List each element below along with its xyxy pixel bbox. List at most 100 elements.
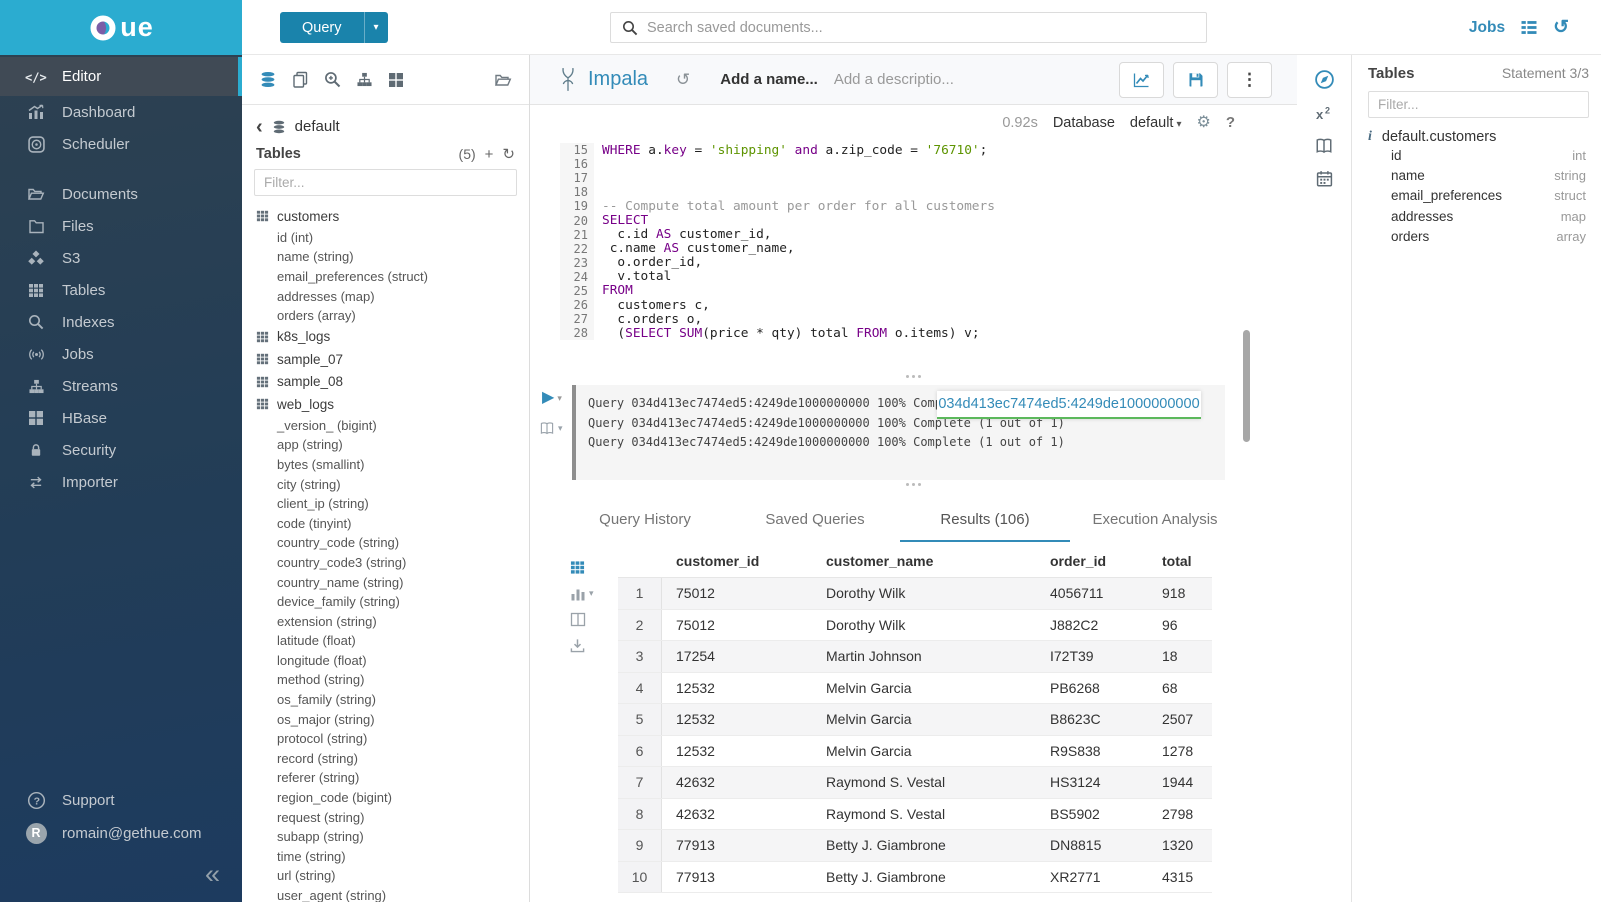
search-plus-icon[interactable] xyxy=(324,71,341,88)
tree-column[interactable]: country_code (string) xyxy=(277,535,400,551)
sidebar-item-files[interactable]: Files xyxy=(0,210,242,242)
tables-filter[interactable] xyxy=(254,169,517,196)
tree-column[interactable]: protocol (string) xyxy=(277,731,368,747)
tree-column[interactable]: name (string) xyxy=(277,249,354,265)
more-actions-button[interactable]: ⋮ xyxy=(1227,61,1272,98)
language-reference-icon[interactable] xyxy=(1315,137,1333,154)
download-icon[interactable] xyxy=(570,638,585,653)
databases-source-icon[interactable] xyxy=(259,71,277,88)
jobs-link[interactable]: Jobs xyxy=(1468,18,1506,36)
chart-options-caret-icon[interactable]: ▾ xyxy=(589,588,594,598)
tree-column[interactable]: app (string) xyxy=(277,437,343,453)
rp-column-orders[interactable]: orders array xyxy=(1391,229,1586,245)
rp-column-id[interactable]: id int xyxy=(1391,147,1586,163)
sidebar-item-support[interactable]: ? Support xyxy=(0,784,242,817)
tree-column[interactable]: extension (string) xyxy=(277,613,377,629)
database-selector[interactable]: default ▾ xyxy=(1129,114,1182,131)
sitemap-source-icon[interactable] xyxy=(356,72,373,87)
editor-scrollbar[interactable] xyxy=(1243,330,1250,442)
new-query-button[interactable]: Query ▾ xyxy=(280,12,388,43)
sidebar-item-jobs[interactable]: Jobs xyxy=(0,338,242,370)
help-question-icon[interactable]: ? xyxy=(1225,114,1235,131)
tree-table-k8s-logs[interactable]: k8s_logs xyxy=(242,325,529,348)
tables-filter-input[interactable] xyxy=(264,175,507,190)
tab-saved-queries[interactable]: Saved Queries xyxy=(765,510,865,528)
tree-column[interactable]: orders (array) xyxy=(277,308,356,324)
sidebar-item-indexes[interactable]: Indexes xyxy=(0,306,242,338)
back-chevron-icon[interactable]: ‹ xyxy=(256,115,263,138)
active-table-row[interactable]: i default.customers xyxy=(1368,129,1589,145)
tree-column[interactable]: country_code3 (string) xyxy=(277,554,407,570)
hue-logo[interactable]: ue xyxy=(0,0,242,55)
query-name-field[interactable]: Add a name... xyxy=(720,71,818,88)
documents-source-icon[interactable] xyxy=(292,71,309,88)
tree-column[interactable]: user_agent (string) xyxy=(277,888,387,902)
tree-column[interactable]: os_family (string) xyxy=(277,692,376,708)
tree-column[interactable]: country_name (string) xyxy=(277,574,404,590)
sidebar-item-hbase[interactable]: HBase xyxy=(0,402,242,434)
settings-gear-icon[interactable]: ⚙ xyxy=(1196,113,1211,131)
tree-column[interactable]: time (string) xyxy=(277,848,346,864)
refresh-tables-icon[interactable]: ↻ xyxy=(502,145,515,163)
tab-execution-analysis[interactable]: Execution Analysis xyxy=(1092,510,1218,528)
tree-table-sample-07[interactable]: sample_07 xyxy=(242,348,529,371)
tree-column[interactable]: url (string) xyxy=(277,868,336,884)
sidebar-item-scheduler[interactable]: Scheduler xyxy=(0,128,242,160)
sidebar-item-tables[interactable]: Tables xyxy=(0,274,242,306)
tree-column[interactable]: os_major (string) xyxy=(277,711,375,727)
chart-view-icon[interactable] xyxy=(570,586,586,601)
tree-column[interactable]: city (string) xyxy=(277,476,341,492)
save-button[interactable] xyxy=(1173,61,1218,98)
tree-column[interactable]: region_code (bigint) xyxy=(277,790,392,806)
sidebar-item-dashboard[interactable]: Dashboard xyxy=(0,96,242,128)
global-search[interactable] xyxy=(610,12,1207,43)
assistant-compass-icon[interactable] xyxy=(1314,69,1335,90)
query-dropdown-caret-icon[interactable]: ▾ xyxy=(373,21,379,33)
query-description-field[interactable]: Add a descriptio... xyxy=(833,71,954,88)
execute-button[interactable]: ▶ ▾ xyxy=(542,390,562,406)
sidebar-item-documents[interactable]: Documents xyxy=(0,178,242,210)
tree-column[interactable]: longitude (float) xyxy=(277,652,367,668)
tree-column[interactable]: _version_ (bigint) xyxy=(277,417,377,433)
resize-handle-bottom[interactable] xyxy=(530,483,1297,486)
tree-column[interactable]: id (int) xyxy=(277,229,314,245)
tree-table-sample-08[interactable]: sample_08 xyxy=(242,370,529,393)
add-table-icon[interactable]: + xyxy=(484,145,494,163)
right-filter[interactable] xyxy=(1368,91,1589,118)
tree-column[interactable]: client_ip (string) xyxy=(277,496,369,512)
sidebar-item-s3[interactable]: S3 xyxy=(0,242,242,274)
tree-column[interactable]: addresses (map) xyxy=(277,288,375,304)
tree-column[interactable]: record (string) xyxy=(277,750,358,766)
sidebar-item-security[interactable]: Security xyxy=(0,434,242,466)
history-icon[interactable]: ↺ xyxy=(1553,17,1569,38)
tree-column[interactable]: bytes (smallint) xyxy=(277,456,365,472)
collapse-sidebar-icon[interactable]: « xyxy=(204,859,220,889)
rp-column-addresses[interactable]: addresses map xyxy=(1391,208,1586,224)
search-input[interactable] xyxy=(647,19,1195,36)
tree-column[interactable]: referer (string) xyxy=(277,770,360,786)
tree-table-web-logs[interactable]: web_logs xyxy=(242,393,529,416)
resize-handle-top[interactable] xyxy=(530,375,1297,378)
rp-column-email-preferences[interactable]: email_preferences struct xyxy=(1391,188,1586,204)
current-database[interactable]: default xyxy=(294,118,340,135)
tab-query-history[interactable]: Query History xyxy=(599,510,691,528)
apps-grid-icon[interactable] xyxy=(388,72,404,88)
tree-column[interactable]: request (string) xyxy=(277,809,365,825)
tree-column[interactable]: subapp (string) xyxy=(277,829,364,845)
grid-view-icon[interactable] xyxy=(570,560,585,575)
tree-table-customers[interactable]: customers xyxy=(242,205,529,228)
tree-column[interactable]: latitude (float) xyxy=(277,633,356,649)
folder-open-icon[interactable] xyxy=(494,72,512,88)
sidebar-item-streams[interactable]: Streams xyxy=(0,370,242,402)
docs-button[interactable]: ▾ xyxy=(539,421,563,435)
sidebar-item-editor[interactable]: </> Editor xyxy=(0,57,242,96)
rp-column-name[interactable]: name string xyxy=(1391,168,1586,184)
chart-button[interactable] xyxy=(1119,61,1164,98)
execute-options-caret-icon[interactable]: ▾ xyxy=(557,392,562,403)
query-id-link[interactable]: 034d413ec7474ed5:4249de1000000000 xyxy=(937,391,1201,419)
tree-column[interactable]: method (string) xyxy=(277,672,365,688)
sql-editor[interactable]: 15 WHERE a.key = 'shipping' and a.zip_cod… xyxy=(530,140,1290,442)
tree-column[interactable]: device_family (string) xyxy=(277,594,400,610)
